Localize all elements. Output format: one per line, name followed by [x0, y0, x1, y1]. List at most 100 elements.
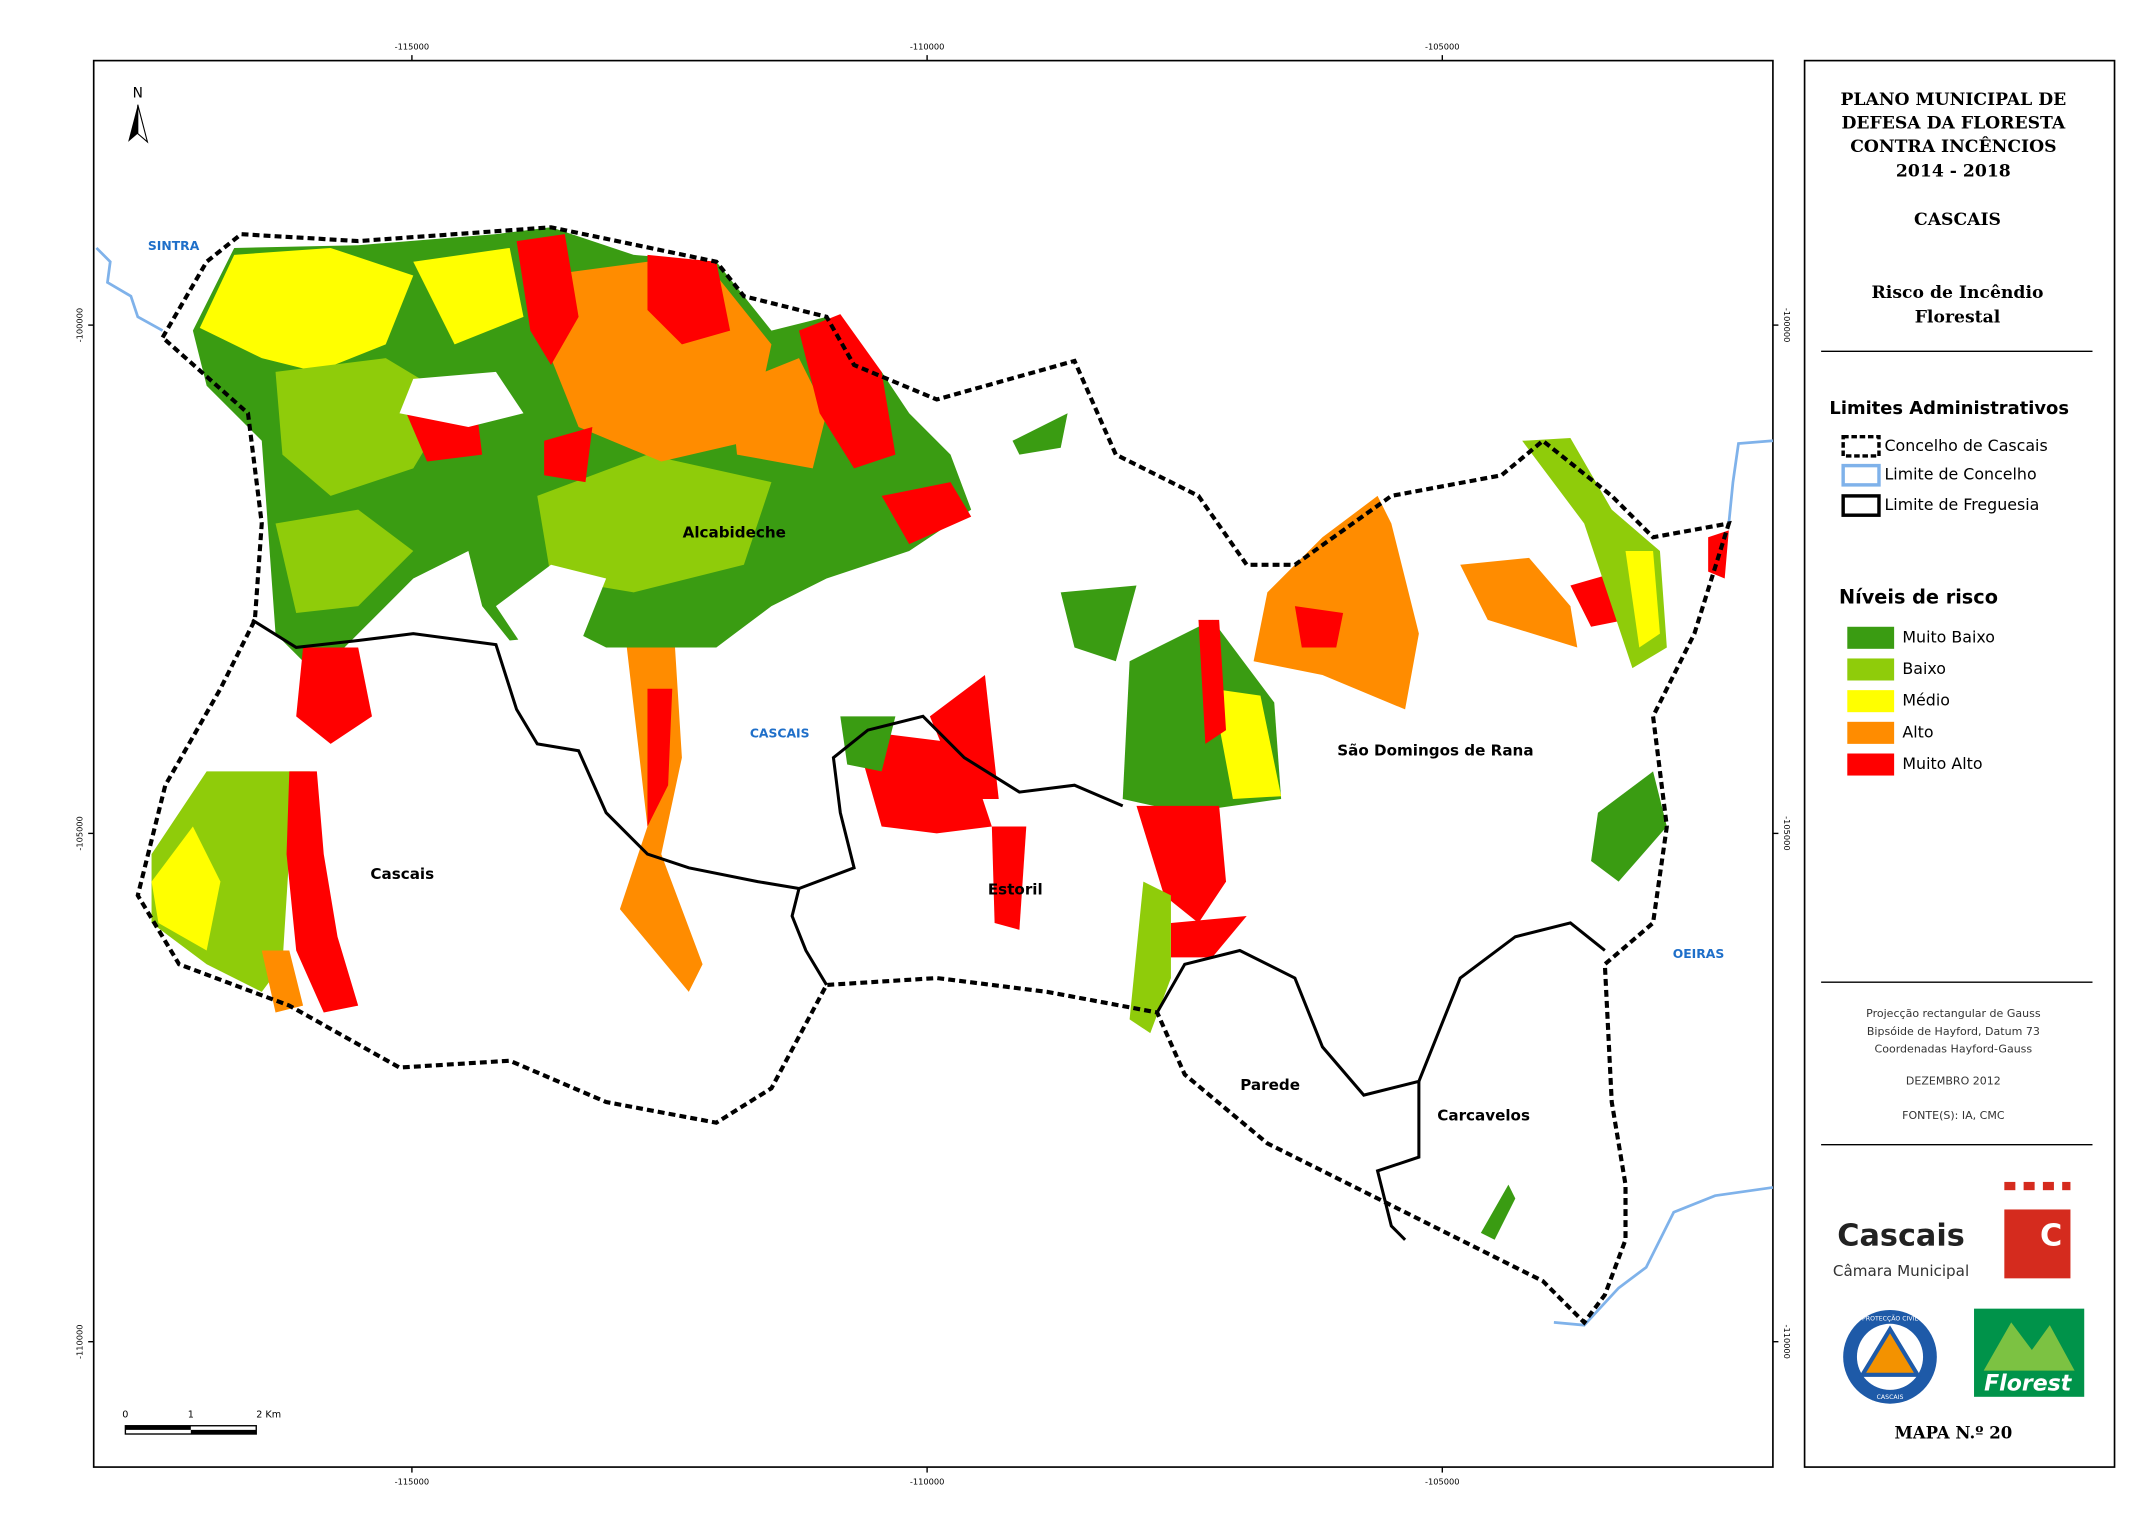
risk-patch	[199, 247, 414, 372]
note: Coordenadas Hayford-Gauss	[1875, 1043, 2033, 1056]
x-coordinate-label: -110000	[910, 41, 944, 51]
legend-label: Médio	[1902, 691, 1950, 710]
risk-patch	[1253, 495, 1419, 710]
logo-shape	[2004, 1209, 2071, 1279]
x-coordinate-label: -110000	[910, 1477, 944, 1487]
parish-boundary	[1375, 1081, 1421, 1241]
x-coordinate-label: -115000	[395, 41, 429, 51]
logo-shape	[2042, 1181, 2054, 1191]
risk-patch	[1170, 916, 1247, 958]
north-label: N	[133, 86, 143, 102]
logo-text: Câmara Municipal	[1833, 1262, 1969, 1280]
y-coordinate-label: -105000	[74, 816, 84, 850]
sources: FONTE(S): IA, CMC	[1902, 1109, 2005, 1122]
risk-patch	[1198, 619, 1227, 744]
y-coordinate-label: -100000	[1782, 308, 1792, 342]
risk-patch	[1294, 606, 1344, 648]
risk-patch	[516, 234, 579, 366]
risk-patch	[151, 826, 221, 951]
risk-patch	[1522, 438, 1667, 669]
y-coordinate-label: -100000	[74, 308, 84, 342]
parish-label: Estoril	[988, 880, 1043, 898]
title-line: CONTRA INCÊNCIOS	[1850, 136, 2056, 157]
risk-patch	[296, 647, 372, 744]
risk-patch	[286, 771, 359, 1013]
y-coordinate-label: -110000	[74, 1324, 84, 1358]
x-coordinate-label: -115000	[395, 1477, 429, 1487]
north-arrow	[137, 104, 149, 144]
scale-label: 2 Km	[256, 1410, 281, 1421]
risk-patch	[1136, 805, 1227, 923]
neighbour-label: OEIRAS	[1673, 946, 1725, 961]
parish-boundaries	[251, 618, 1606, 1241]
map-area: SINTRA OEIRAS CASCAIS Alcabideche Cascai…	[74, 41, 1792, 1486]
risk-patch	[730, 358, 827, 469]
parish-label: Alcabideche	[683, 524, 786, 542]
gap	[399, 371, 524, 428]
limit-swatch	[1841, 494, 1881, 517]
river	[1727, 439, 1774, 524]
risk-patch	[647, 688, 673, 827]
legend-swatch	[1847, 626, 1895, 649]
legend-swatch	[1847, 690, 1895, 713]
title-line: 2014 - 2018	[1896, 162, 2011, 182]
note: Bipsóide de Hayford, Datum 73	[1867, 1025, 2040, 1038]
neighbour-label: SINTRA	[148, 238, 200, 253]
gap	[495, 564, 607, 648]
legend-title: Níveis de risco	[1839, 585, 1998, 608]
legend-label: Alto	[1902, 722, 1933, 741]
risk-patch	[619, 647, 703, 992]
risk-patch	[798, 314, 896, 469]
subtitle-line: Risco de Incêndio	[1872, 283, 2044, 303]
risk-patch	[840, 716, 896, 772]
title-line: PLANO MUNICIPAL DE	[1840, 90, 2066, 110]
logo-shape	[1983, 1322, 2075, 1371]
logo-shape	[1858, 1325, 1922, 1377]
risk-patches	[151, 227, 1729, 1240]
legend-swatch	[1847, 753, 1895, 776]
parish-boundary	[251, 618, 1124, 891]
map-number: MAPA N.º 20	[1895, 1423, 2013, 1443]
y-coordinate-label: -105000	[1782, 816, 1792, 850]
risk-patch	[1625, 551, 1660, 648]
title-line: DEFESA DA FLORESTA	[1842, 113, 2066, 133]
logo-text: PROTECÇÃO CIVIL	[1862, 1313, 1918, 1322]
legend-label: Muito Alto	[1902, 754, 1982, 773]
legend-panel: PLANO MUNICIPAL DE DEFESA DA FLORESTA CO…	[1803, 59, 2116, 1468]
parish-label: Carcavelos	[1437, 1106, 1530, 1124]
risk-patch	[1060, 585, 1137, 662]
risk-patch	[1480, 1184, 1516, 1240]
limit-label: Concelho de Cascais	[1884, 436, 2047, 455]
logos: Cascais Câmara Municipal C PROTECÇÃO CIV…	[1833, 1181, 2085, 1404]
note: Projecção rectangular de Gauss	[1866, 1007, 2041, 1020]
scale-label: 1	[188, 1410, 194, 1421]
risk-patch	[647, 254, 731, 345]
river	[95, 246, 164, 332]
logo-shape	[2004, 1181, 2016, 1191]
legend-swatch	[1847, 658, 1895, 681]
parish-label: Parede	[1240, 1076, 1300, 1094]
subtitle-line: Florestal	[1915, 308, 2001, 328]
risk-patch	[544, 427, 593, 483]
limit-label: Limite de Concelho	[1884, 465, 2036, 484]
logo-text: CASCAIS	[1877, 1394, 1904, 1401]
risk-patch	[413, 247, 524, 345]
limits-title: Limites Administrativos	[1829, 398, 2069, 419]
limit-swatch	[1841, 434, 1881, 458]
scale-fill	[125, 1425, 191, 1430]
parish-boundary	[790, 888, 828, 986]
municipality: CASCAIS	[1914, 210, 2001, 230]
logo-shape	[2023, 1181, 2035, 1191]
limit-label: Limite de Freguesia	[1884, 495, 2039, 514]
logo-text: Florest	[1984, 1371, 2073, 1396]
risk-patch	[1460, 557, 1578, 648]
risk-patch	[1129, 881, 1171, 1034]
x-coordinate-label: -105000	[1425, 41, 1459, 51]
x-coordinate-label: -105000	[1425, 1477, 1459, 1487]
parish-boundary	[1155, 921, 1606, 1097]
parish-label: São Domingos de Rana	[1337, 741, 1533, 759]
legend-label: Baixo	[1902, 659, 1946, 678]
scale-bar: 0 1 2 Km	[122, 1410, 281, 1435]
scale-label: 0	[122, 1410, 128, 1421]
logo-text: C	[2040, 1219, 2062, 1254]
